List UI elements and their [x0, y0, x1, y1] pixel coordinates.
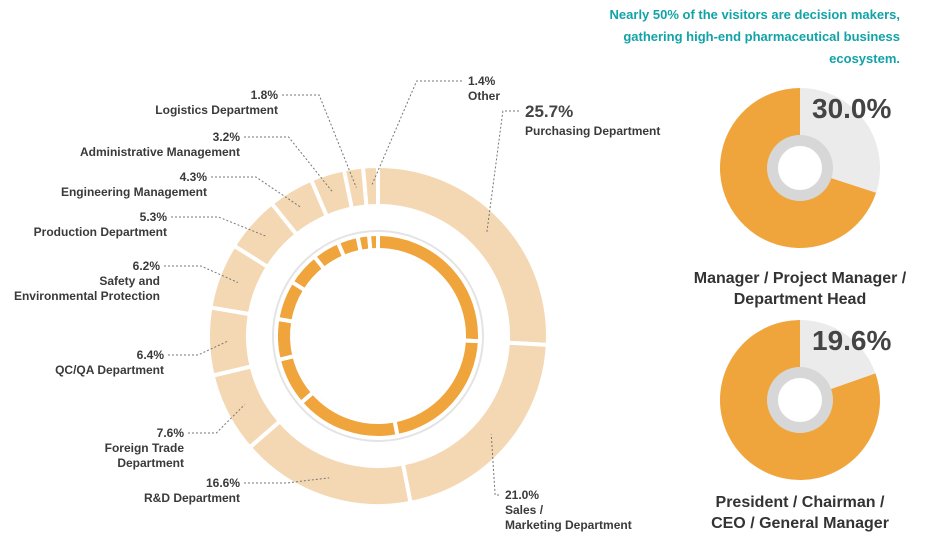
value-label: 3.2%	[212, 130, 240, 144]
leader-line	[244, 136, 334, 194]
leader-line	[171, 216, 267, 237]
category-label: R&D Department	[143, 491, 240, 505]
category-label: Other	[468, 89, 501, 103]
leader-line	[490, 434, 499, 496]
note: Nearly 50% of the visitors are decision …	[609, 7, 900, 66]
inner-segment	[298, 389, 400, 440]
value-label: 7.6%	[156, 426, 184, 440]
category-label: Logistics Department	[155, 103, 278, 117]
leader-line	[188, 404, 245, 434]
value-label: 1.8%	[250, 88, 278, 102]
inner-segment	[274, 316, 297, 363]
value-label: 6.4%	[136, 348, 164, 362]
category-label: Production Department	[33, 225, 167, 239]
category-label: President / Chairman / CEO / General Man…	[711, 494, 889, 532]
leader-line	[370, 80, 462, 187]
rest-slice	[720, 320, 881, 480]
category-label: Engineering Management	[60, 185, 207, 199]
value-label: 5.3%	[139, 210, 167, 224]
category-label: Sales / Marketing Department	[505, 503, 632, 532]
outer-segment	[360, 163, 380, 209]
value-label: 6.2%	[132, 259, 160, 273]
value-label: 16.6%	[205, 476, 240, 490]
leader-line	[282, 94, 357, 188]
category-label: Manager / Project Manager / Department H…	[693, 270, 907, 308]
value-label: 30.0%	[812, 93, 892, 124]
leader-line	[164, 265, 239, 283]
category-label: Safety and Environmental Protection	[13, 274, 160, 303]
value-label: 25.7%	[525, 102, 574, 121]
inner-segment	[276, 353, 316, 406]
category-label: QC/QA Department	[55, 363, 164, 377]
leader-line	[211, 176, 302, 208]
inner-segment	[376, 231, 482, 344]
category-label: Foreign Trade Department	[104, 441, 184, 470]
value-label: 4.3%	[179, 170, 207, 184]
outer-segment	[206, 305, 254, 379]
category-label: Purchasing Department	[525, 124, 661, 138]
value-label: 1.4%	[468, 74, 496, 88]
hole	[778, 378, 822, 422]
value-label: 19.6%	[812, 325, 892, 356]
category-label: Administrative Management	[79, 145, 240, 159]
leader-line	[168, 340, 229, 356]
leader-line	[486, 110, 519, 233]
inner-segment	[366, 231, 380, 253]
value-label: 21.0%	[505, 488, 540, 502]
hole	[778, 146, 822, 190]
